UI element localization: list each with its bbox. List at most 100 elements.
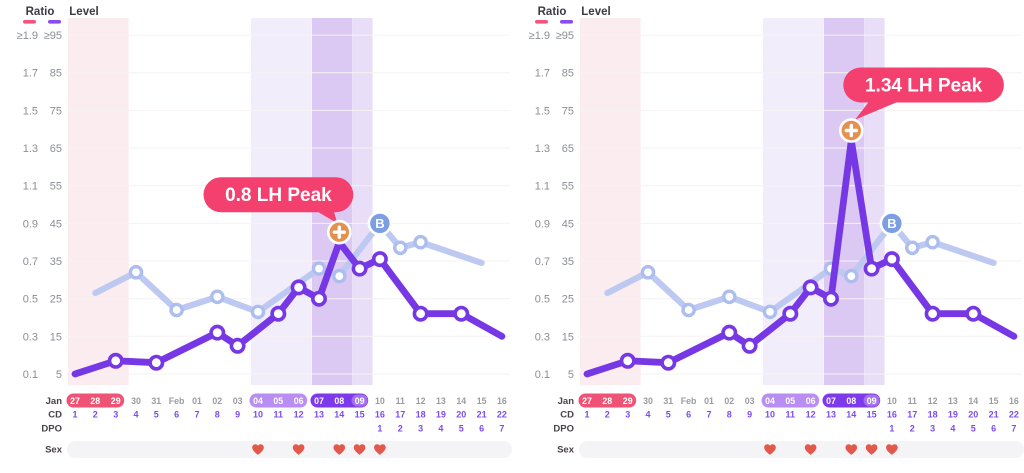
sex-heart-icon-cd16[interactable] — [886, 444, 898, 455]
date-cell-cd2[interactable]: 28 — [90, 396, 100, 406]
lh-point-cd18[interactable] — [412, 305, 429, 322]
lh-point-cd9[interactable] — [741, 337, 758, 354]
secondary-point-cd6[interactable] — [169, 302, 184, 318]
date-cell-cd7[interactable]: 01 — [192, 396, 202, 406]
secondary-point-cd17[interactable] — [904, 240, 920, 256]
date-cell-cd17[interactable]: 11 — [396, 396, 405, 406]
date-cell-cd21[interactable]: 15 — [477, 396, 487, 406]
date-cell-cd15[interactable]: 09 — [867, 396, 877, 406]
secondary-point-cd8[interactable] — [209, 289, 225, 305]
date-cell-cd21[interactable]: 15 — [989, 396, 999, 406]
date-cell-cd16[interactable]: 10 — [375, 396, 385, 406]
date-cell-cd12[interactable]: 06 — [806, 396, 816, 406]
lh-point-cd8[interactable] — [721, 324, 738, 341]
secondary-point-cd6[interactable] — [681, 302, 696, 318]
sex-heart-icon-cd15[interactable] — [865, 444, 878, 455]
date-cell-cd8[interactable]: 02 — [212, 396, 222, 406]
lh-point-cd12[interactable] — [802, 279, 819, 296]
date-cell-cd19[interactable]: 13 — [436, 396, 446, 406]
sex-heart-icon-cd10[interactable] — [252, 444, 264, 455]
sex-heart-icon-cd14[interactable] — [845, 444, 858, 455]
b-marker[interactable] — [879, 211, 905, 236]
date-cell-cd5[interactable]: 31 — [151, 396, 161, 406]
lh-peak-badge[interactable] — [203, 177, 354, 213]
sex-heart-icon-cd10[interactable] — [764, 444, 776, 455]
sex-heart-icon-cd12[interactable] — [292, 444, 305, 455]
date-cell-cd11[interactable]: 05 — [785, 396, 795, 406]
lh-point-cd11[interactable] — [782, 305, 799, 322]
date-cell-cd14[interactable]: 08 — [334, 396, 344, 406]
lh-point-cd11[interactable] — [270, 305, 287, 322]
sex-heart-icon-cd16[interactable] — [374, 444, 386, 455]
date-cell-cd3[interactable]: 29 — [111, 396, 121, 406]
date-cell-cd2[interactable]: 28 — [602, 396, 612, 406]
date-cell-cd14[interactable]: 08 — [846, 396, 856, 406]
date-cell-cd10[interactable]: 04 — [253, 396, 263, 406]
sex-heart-icon-cd15[interactable] — [353, 444, 366, 455]
secondary-point-cd8[interactable] — [721, 289, 737, 305]
b-marker[interactable] — [367, 211, 393, 236]
date-cell-cd11[interactable]: 05 — [273, 396, 283, 406]
lh-point-cd9[interactable] — [229, 337, 246, 354]
date-cell-cd7[interactable]: 01 — [704, 396, 714, 406]
secondary-point-cd10[interactable] — [250, 304, 266, 320]
fertile-date-pill[interactable] — [761, 393, 820, 408]
fertile-date-pill[interactable] — [249, 393, 308, 408]
lh-point-cd15[interactable] — [351, 260, 368, 277]
lh-point-cd16[interactable] — [883, 251, 900, 268]
lh-point-cd5[interactable] — [148, 354, 165, 371]
date-cell-cd6[interactable]: Feb — [169, 396, 185, 406]
date-cell-cd22[interactable]: 16 — [497, 396, 507, 406]
date-cell-cd8[interactable]: 02 — [724, 396, 734, 406]
secondary-point-cd13[interactable] — [311, 261, 327, 276]
date-cell-cd6[interactable]: Feb — [681, 396, 697, 406]
date-cell-cd10[interactable]: 04 — [765, 396, 775, 406]
date-cell-cd13[interactable]: 07 — [314, 396, 324, 406]
date-cell-cd16[interactable]: 10 — [887, 396, 897, 406]
date-cell-cd18[interactable]: 12 — [416, 396, 426, 406]
date-cell-cd19[interactable]: 13 — [948, 396, 958, 406]
lh-point-cd13[interactable] — [310, 290, 327, 307]
date-cell-cd4[interactable]: 30 — [643, 396, 653, 406]
lh-point-cd12[interactable] — [290, 279, 307, 296]
date-cell-cd15[interactable]: 09 — [355, 396, 365, 406]
lh-point-cd16[interactable] — [371, 251, 388, 268]
lh-peak-badge[interactable] — [843, 67, 1004, 103]
sex-heart-icon-cd12[interactable] — [804, 444, 817, 455]
lh-point-cd20[interactable] — [965, 305, 982, 322]
date-cell-cd9[interactable]: 03 — [745, 396, 755, 406]
lh-point-cd13[interactable] — [822, 290, 839, 307]
lh-point-cd3[interactable] — [619, 352, 636, 369]
date-cell-cd1[interactable]: 27 — [582, 396, 592, 406]
lh-point-cd5[interactable] — [660, 354, 677, 371]
lh-point-cd18[interactable] — [924, 305, 941, 322]
date-cell-cd1[interactable]: 27 — [70, 396, 80, 406]
secondary-point-cd10[interactable] — [762, 304, 778, 320]
period-date-pill[interactable] — [578, 393, 637, 408]
date-cell-cd5[interactable]: 31 — [663, 396, 673, 406]
date-cell-cd17[interactable]: 11 — [908, 396, 917, 406]
secondary-point-cd17[interactable] — [392, 240, 408, 256]
date-cell-cd18[interactable]: 12 — [928, 396, 938, 406]
date-cell-cd3[interactable]: 29 — [623, 396, 633, 406]
secondary-point-cd4[interactable] — [640, 264, 656, 280]
period-date-pill[interactable] — [66, 393, 125, 408]
secondary-point-cd4[interactable] — [128, 264, 144, 280]
date-cell-cd22[interactable]: 16 — [1009, 396, 1019, 406]
date-cell-cd12[interactable]: 06 — [294, 396, 304, 406]
ovulation-day-bubble[interactable] — [351, 394, 368, 407]
lh-point-cd15[interactable] — [863, 260, 880, 277]
date-cell-cd13[interactable]: 07 — [826, 396, 836, 406]
date-cell-cd20[interactable]: 14 — [456, 396, 466, 406]
secondary-point-cd14[interactable] — [843, 268, 859, 284]
secondary-point-cd14[interactable] — [331, 268, 347, 284]
date-cell-cd4[interactable]: 30 — [131, 396, 141, 406]
date-cell-cd9[interactable]: 03 — [233, 396, 243, 406]
lh-point-cd3[interactable] — [107, 352, 124, 369]
secondary-point-cd18[interactable] — [925, 234, 940, 250]
secondary-point-cd18[interactable] — [413, 234, 428, 250]
date-cell-cd20[interactable]: 14 — [968, 396, 978, 406]
sex-heart-icon-cd14[interactable] — [333, 444, 346, 455]
lh-point-cd20[interactable] — [453, 305, 470, 322]
ovulation-day-bubble[interactable] — [863, 394, 880, 407]
